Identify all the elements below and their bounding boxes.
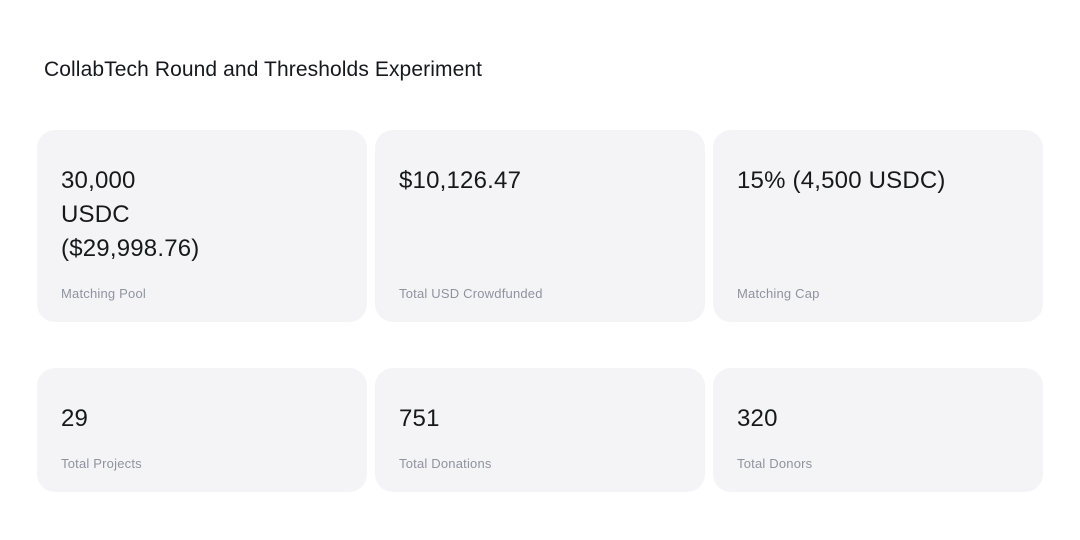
- stat-card-total-donors: 320 Total Donors: [713, 368, 1043, 492]
- stat-label: Total USD Crowdfunded: [399, 286, 543, 301]
- stat-value: 15% (4,500 USDC): [737, 167, 946, 194]
- stat-value: 29: [61, 405, 89, 432]
- stat-value: 751: [399, 405, 440, 432]
- stat-label: Total Donors: [737, 456, 813, 471]
- stat-card-total-usd-crowdfunded: $10,126.47 Total USD Crowdfunded: [375, 130, 705, 322]
- stat-label: Matching Cap: [737, 286, 820, 301]
- stat-card-matching-cap: 15% (4,500 USDC) Matching Cap: [713, 130, 1043, 322]
- stat-value: $10,126.47: [399, 167, 522, 194]
- page-title: CollabTech Round and Thresholds Experime…: [44, 58, 483, 81]
- stat-value: 320: [737, 405, 778, 432]
- stats-grid: 30,000 USDC ($29,998.76) Matching Pool $…: [37, 130, 1043, 492]
- stat-label: Matching Pool: [61, 286, 146, 301]
- stat-value: 30,000 USDC ($29,998.76): [61, 167, 200, 262]
- stat-label: Total Donations: [399, 456, 492, 471]
- stat-card-matching-pool: 30,000 USDC ($29,998.76) Matching Pool: [37, 130, 367, 322]
- stat-label: Total Projects: [61, 456, 142, 471]
- stat-card-total-donations: 751 Total Donations: [375, 368, 705, 492]
- stat-card-total-projects: 29 Total Projects: [37, 368, 367, 492]
